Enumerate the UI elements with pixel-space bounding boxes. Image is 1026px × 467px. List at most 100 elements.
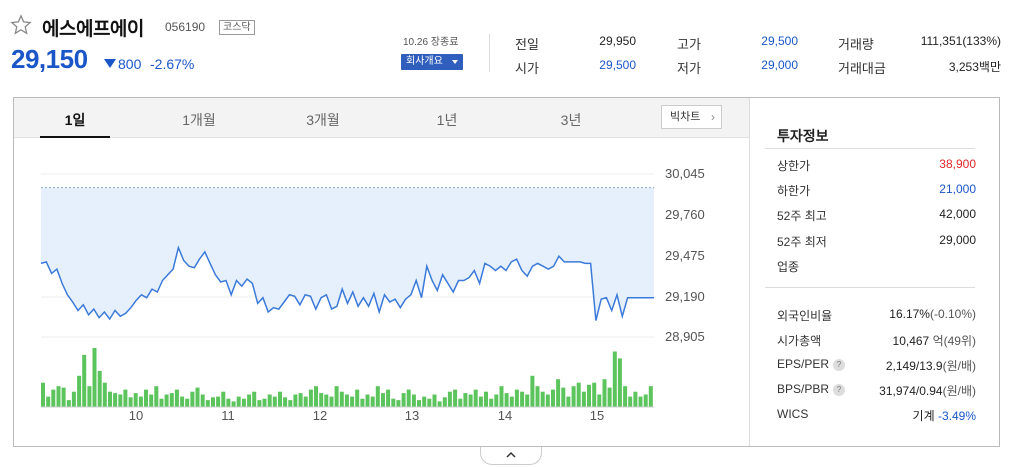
volume-bar <box>525 394 530 407</box>
info-value-52w-low: 29,000 <box>939 233 976 247</box>
volume-bar <box>314 386 318 407</box>
volume-bar <box>334 386 339 407</box>
volume-bar <box>478 396 483 407</box>
volume-bar <box>396 400 401 407</box>
quote-value-volume: 111,351(133%) <box>920 34 1001 48</box>
volume-bar <box>195 387 200 407</box>
volume-bar <box>370 396 375 407</box>
volume-bar <box>236 396 241 407</box>
volume-bar <box>144 389 148 407</box>
volume-bar <box>463 393 468 407</box>
x-tick: 15 <box>589 408 605 423</box>
volume-bar <box>61 387 66 407</box>
y-tick: 29,760 <box>665 207 705 222</box>
favorite-star-icon[interactable] <box>10 14 32 36</box>
volume-bar <box>77 375 82 407</box>
volume-bar <box>535 386 540 407</box>
big-chart-button[interactable]: 빅차트 › <box>661 105 722 129</box>
volume-bar <box>190 391 195 407</box>
volume-bar <box>211 397 215 407</box>
market-badge: 코스닥 <box>219 20 255 35</box>
chart-panel <box>13 97 1000 447</box>
info-value-lower-limit: 21,000 <box>939 182 976 196</box>
tab-1-month[interactable]: 1개월 <box>182 112 216 128</box>
volume-bar <box>617 358 622 407</box>
y-tick: 28,905 <box>665 329 705 344</box>
info-label-wics: WICS <box>777 407 809 421</box>
volume-bar <box>643 394 648 407</box>
volume-bar <box>200 394 205 407</box>
tab-3-month[interactable]: 3개월 <box>306 112 340 128</box>
info-label-52w-high: 52주 최고 <box>777 209 827 223</box>
eps-per-label: EPS/PER <box>777 357 830 371</box>
divider <box>765 287 975 288</box>
info-value-bps-pbr: 31,974/0.94(원/배) <box>879 382 976 399</box>
volume-bar <box>108 391 112 407</box>
info-label-sector: 업종 <box>777 260 800 274</box>
info-label-52w-low: 52주 최저 <box>777 235 827 249</box>
collapse-toggle-button[interactable] <box>480 447 542 465</box>
volume-bar <box>468 394 473 407</box>
volume-bar <box>149 394 154 407</box>
volume-bar <box>231 401 236 407</box>
volume-bar <box>530 375 535 407</box>
volume-bar <box>154 386 159 407</box>
volume-bar <box>587 384 591 407</box>
quote-value-low: 29,000 <box>761 58 798 72</box>
volume-bar <box>561 387 566 407</box>
volume-bar <box>344 394 349 407</box>
volume-bar <box>432 394 437 407</box>
quote-value-high: 29,500 <box>761 34 798 48</box>
volume-bar <box>458 398 463 407</box>
volume-bar <box>241 398 246 407</box>
foreign-ratio-value: 16.17% <box>889 307 930 321</box>
company-overview-label: 회사개요 <box>406 56 443 67</box>
bps-pbr-value: 31,974/0.94 <box>879 384 943 398</box>
info-value-upper-limit: 38,900 <box>939 157 976 171</box>
volume-bar <box>138 396 143 407</box>
info-label-lower-limit: 하한가 <box>777 184 811 198</box>
volume-bar <box>571 386 576 407</box>
volume-bar <box>262 398 267 407</box>
help-icon[interactable]: ? <box>833 384 846 396</box>
volume-bar <box>133 393 138 407</box>
volume-bar <box>375 386 380 407</box>
volume-bar <box>56 386 61 407</box>
volume-bar <box>355 389 360 407</box>
volume-bar <box>633 391 638 407</box>
volume-bar <box>592 382 597 407</box>
y-tick: 29,475 <box>665 248 705 263</box>
volume-bar <box>102 382 107 407</box>
info-label-eps-per: EPS/PER? <box>777 357 846 371</box>
tab-1-day[interactable]: 1일 <box>64 112 86 128</box>
volume-bar <box>252 391 257 407</box>
period-tabs <box>14 98 749 138</box>
volume-bar <box>566 396 571 407</box>
company-overview-button[interactable]: 회사개요 <box>401 54 463 70</box>
quote-label-high: 고가 <box>677 37 701 52</box>
volume-bar <box>205 400 210 407</box>
volume-bar <box>509 396 514 407</box>
volume-bar <box>391 398 396 407</box>
tab-3-year[interactable]: 3년 <box>560 112 582 128</box>
volume-bar <box>92 348 97 407</box>
volume-bar <box>628 396 633 407</box>
volume-bar <box>365 394 370 407</box>
volume-bar <box>556 379 561 407</box>
volume-bar <box>648 386 653 407</box>
volume-bar <box>514 389 519 407</box>
volume-bar <box>484 391 488 407</box>
investment-info-title: 투자정보 <box>777 128 829 144</box>
volume-bar <box>123 389 128 407</box>
eps-per-unit: (원/배) <box>942 359 976 373</box>
volume-bar <box>607 387 612 407</box>
divider <box>765 148 975 149</box>
info-value-wics: 기계 -3.49% <box>913 407 976 424</box>
volume-bar <box>422 396 427 407</box>
info-label-foreign-ratio: 외국인비율 <box>777 309 833 323</box>
tab-1-year[interactable]: 1년 <box>436 112 458 128</box>
wics-sector[interactable]: 기계 <box>912 409 935 423</box>
volume-bar <box>411 394 416 407</box>
big-chart-label: 빅차트 <box>670 111 701 123</box>
help-icon[interactable]: ? <box>833 359 846 371</box>
